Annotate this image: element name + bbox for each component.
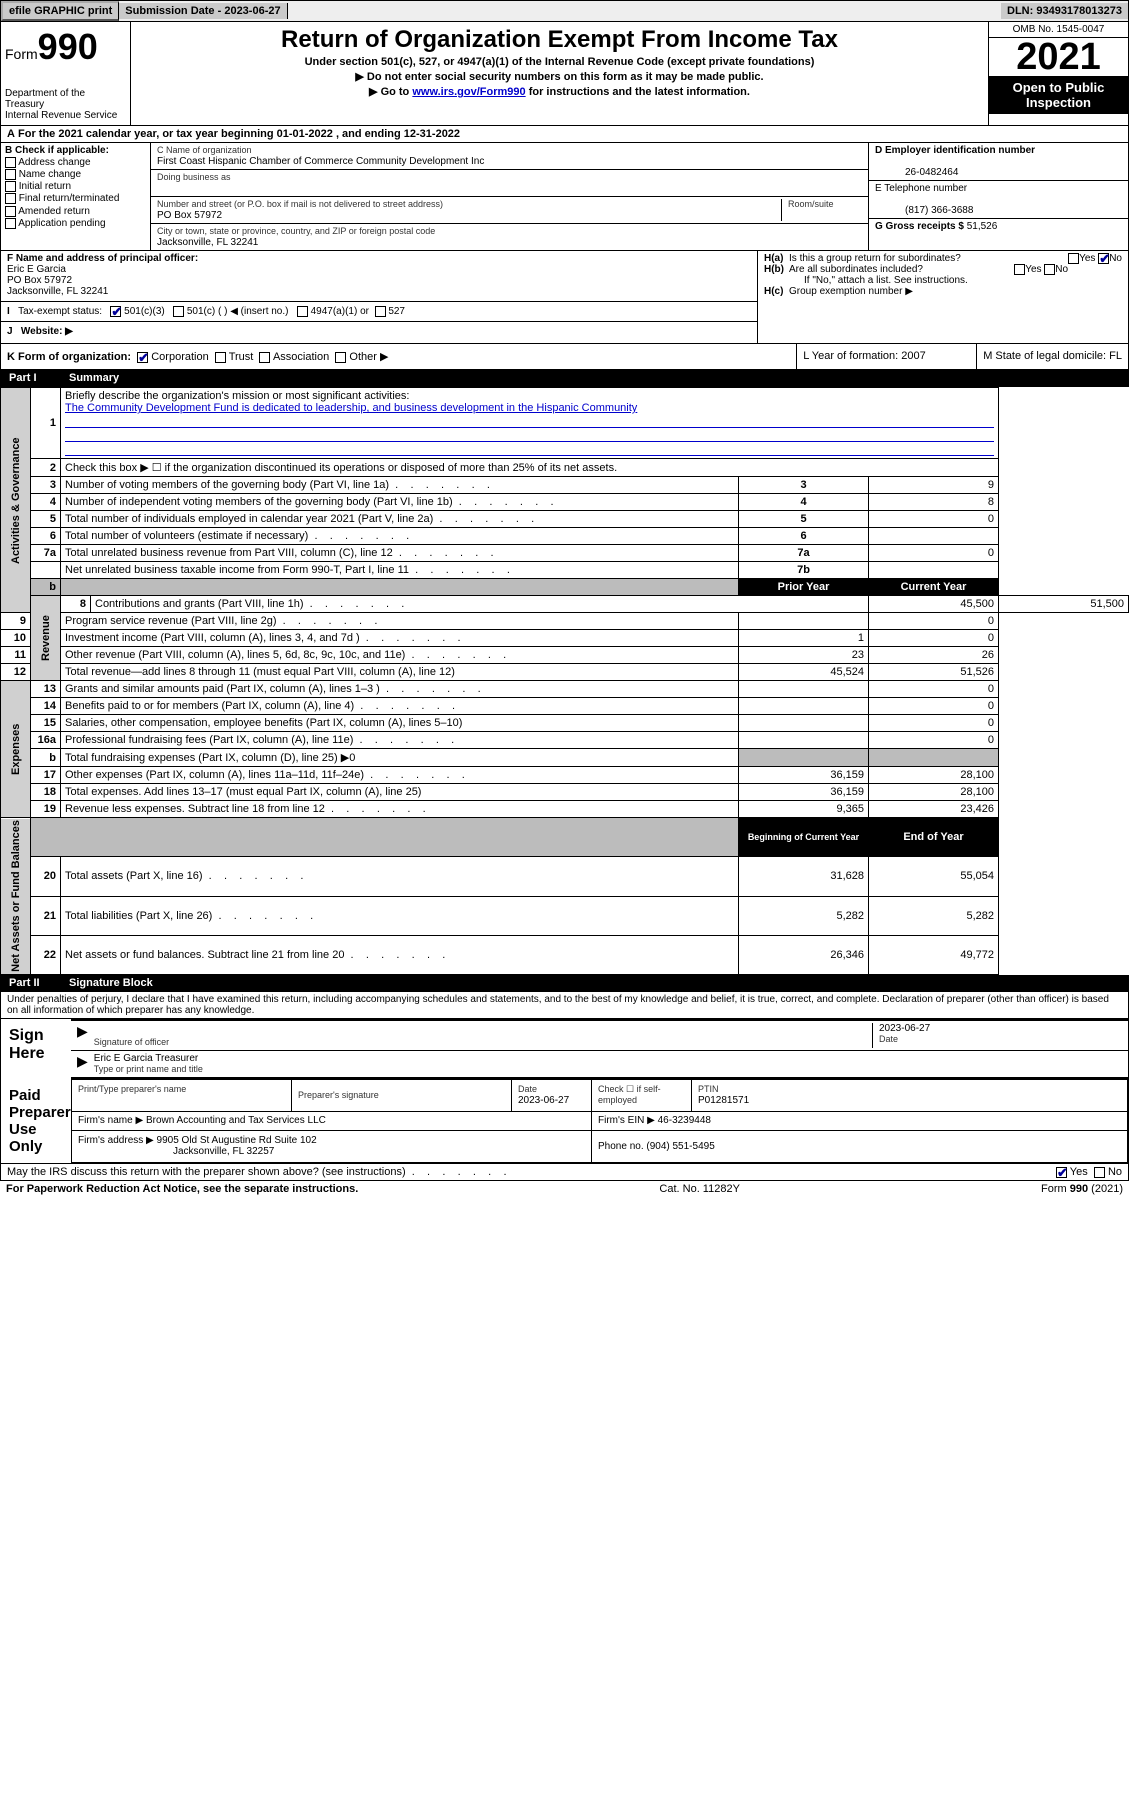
form-title: Return of Organization Exempt From Incom… — [137, 26, 982, 54]
paid-preparer-table: Print/Type preparer's name Preparer's si… — [71, 1079, 1128, 1163]
ck-501c[interactable] — [173, 306, 184, 317]
ptin: P01281571 — [698, 1095, 749, 1106]
part-1-header: Part ISummary — [0, 370, 1129, 387]
dept-treasury: Department of the Treasury Internal Reve… — [5, 88, 126, 121]
ck-501c3[interactable] — [110, 306, 121, 317]
officer-name-title: Eric E Garcia Treasurer — [94, 1053, 198, 1064]
section-d-ein: D Employer identification number 26-0482… — [868, 143, 1128, 250]
irs-link[interactable]: www.irs.gov/Form990 — [412, 86, 525, 98]
street-address: PO Box 57972 — [157, 210, 222, 221]
part-2-header: Part IISignature Block — [0, 975, 1129, 992]
ck-other[interactable] — [335, 352, 346, 363]
public-inspection: Open to Public Inspection — [989, 76, 1128, 114]
ein: 26-0482464 — [875, 167, 958, 178]
discuss-row: May the IRS discuss this return with the… — [0, 1164, 1129, 1181]
year-formation: L Year of formation: 2007 — [797, 344, 977, 369]
subtitle-3: ▶ Go to www.irs.gov/Form990 for instruct… — [137, 85, 982, 98]
firm-phone: (904) 551-5495 — [646, 1141, 714, 1152]
subtitle-1: Under section 501(c), 527, or 4947(a)(1)… — [137, 56, 982, 68]
tax-year: 2021 — [989, 38, 1128, 76]
footer: For Paperwork Reduction Act Notice, see … — [0, 1181, 1129, 1197]
perjury-declaration: Under penalties of perjury, I declare th… — [0, 992, 1129, 1019]
section-b-checkboxes: B Check if applicable: Address change Na… — [1, 143, 151, 250]
form-header: Form990 Department of the Treasury Inter… — [0, 22, 1129, 126]
firm-name: Brown Accounting and Tax Services LLC — [146, 1115, 326, 1126]
row-a-tax-year: A For the 2021 calendar year, or tax yea… — [0, 126, 1129, 143]
form-id-block: Form990 Department of the Treasury Inter… — [1, 22, 131, 125]
sig-date: 2023-06-27 — [879, 1023, 930, 1034]
summary-table: Activities & Governance 1 Briefly descri… — [0, 387, 1129, 975]
top-bar: efile GRAPHIC print Submission Date - 20… — [0, 0, 1129, 22]
section-f-officer: F Name and address of principal officer:… — [1, 251, 758, 343]
gross-receipts: 51,526 — [967, 221, 998, 232]
subtitle-2: ▶ Do not enter social security numbers o… — [137, 70, 982, 83]
dln: DLN: 93493178013273 — [1001, 3, 1128, 19]
ck-trust[interactable] — [215, 352, 226, 363]
firm-ein: 46-3239448 — [658, 1115, 711, 1126]
efile-print-button[interactable]: efile GRAPHIC print — [1, 1, 119, 21]
discuss-no[interactable] — [1094, 1167, 1105, 1178]
paid-preparer-label: Paid Preparer Use Only — [1, 1079, 71, 1163]
side-expenses: Expenses — [1, 681, 31, 818]
section-h-group: H(a) Is this a group return for subordin… — [758, 251, 1128, 343]
org-name: First Coast Hispanic Chamber of Commerce… — [157, 156, 484, 167]
side-revenue: Revenue — [31, 596, 61, 681]
mission-link[interactable]: The Community Development Fund is dedica… — [65, 402, 637, 414]
telephone: (817) 366-3688 — [875, 205, 973, 216]
submission-date: Submission Date - 2023-06-27 — [119, 3, 287, 19]
sign-here-label: Sign Here — [1, 1019, 71, 1079]
discuss-yes[interactable] — [1056, 1167, 1067, 1178]
ck-527[interactable] — [375, 306, 386, 317]
side-activities: Activities & Governance — [1, 388, 31, 613]
city-state-zip: Jacksonville, FL 32241 — [157, 237, 258, 248]
ck-association[interactable] — [259, 352, 270, 363]
section-c-org-info: C Name of organization First Coast Hispa… — [151, 143, 868, 250]
state-domicile: M State of legal domicile: FL — [977, 344, 1128, 369]
section-k-form-org: K Form of organization: Corporation Trus… — [1, 344, 797, 369]
ck-4947[interactable] — [297, 306, 308, 317]
side-netassets: Net Assets or Fund Balances — [1, 818, 31, 975]
ck-corporation[interactable] — [137, 352, 148, 363]
